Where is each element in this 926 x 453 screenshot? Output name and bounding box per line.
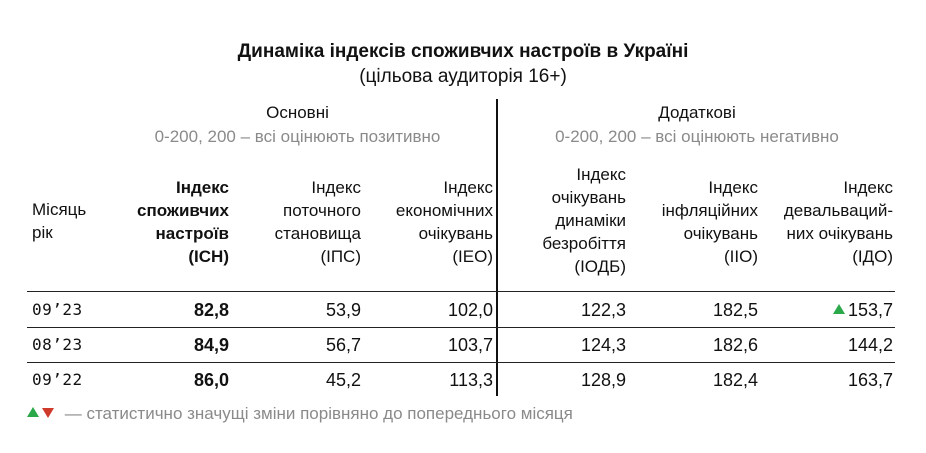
cell-iio: 182,5 — [712, 300, 758, 320]
up-triangle-icon — [27, 407, 39, 417]
col-header-ich: Індекс споживчих настроїв (ІСН) — [137, 178, 229, 266]
footnote-text: — статистично значущі зміни порівняно до… — [64, 404, 573, 423]
col-header-ido: Індекс девальваций- них очікувань (ІДО) — [783, 178, 893, 266]
col-header-month: Місяць рік — [32, 200, 87, 242]
cell-ieo: 113,3 — [449, 370, 493, 390]
col-header-iodb: Індекс очікувань динаміки безробіття (ІО… — [542, 165, 626, 276]
cell-ich: 82,8 — [193, 300, 229, 320]
col-header-ips: Індекс поточного становища (ІПС) — [274, 178, 361, 266]
cell-ich: 84,9 — [193, 335, 229, 355]
header-rule — [27, 291, 895, 292]
cell-ips: 53,9 — [325, 300, 361, 320]
row-rule — [27, 362, 895, 363]
table-title: Динаміка індексів споживчих настроїв в У… — [237, 41, 689, 62]
group-additional-header: Додаткові 0-200, 200 – всі оцінюють нега… — [508, 101, 886, 149]
row-month: 09’22 — [32, 370, 83, 389]
cell-ips: 56,7 — [325, 335, 361, 355]
cell-iio: 182,4 — [712, 370, 758, 390]
table-subtitle: (цільова аудиторія 16+) — [359, 66, 567, 87]
cell-iodb: 124,3 — [580, 335, 626, 355]
group-additional-range: 0-200, 200 – всі оцінюють негативно — [555, 127, 839, 146]
cell-ido: 153,7 — [794, 299, 893, 321]
row-rule — [27, 327, 895, 328]
cell-ips: 45,2 — [325, 370, 361, 390]
col-header-iio: Індекс інфляційних очікувань (ІІО) — [661, 178, 758, 266]
group-main-range: 0-200, 200 – всі оцінюють позитивно — [154, 127, 441, 146]
cell-iodb: 128,9 — [580, 370, 626, 390]
increase-triangle-icon — [832, 304, 845, 314]
cell-ieo: 102,0 — [447, 300, 493, 320]
group-additional-label: Додаткові — [658, 103, 736, 122]
cell-ido: 144,2 — [847, 335, 893, 355]
row-month: 08’23 — [32, 335, 83, 354]
cell-iodb: 122,3 — [580, 300, 626, 320]
cell-ieo: 103,7 — [447, 335, 493, 355]
footnote: — статистично значущі зміни порівняно до… — [27, 404, 573, 424]
cell-ich: 86,0 — [193, 370, 229, 390]
cell-ido: 163,7 — [847, 370, 893, 390]
col-header-ieo: Індекс економічних очікувань (ІЕО) — [395, 178, 493, 266]
cell-iio: 182,6 — [712, 335, 758, 355]
group-main-header: Основні 0-200, 200 – всі оцінюють позити… — [130, 101, 465, 149]
group-divider — [496, 99, 498, 396]
down-triangle-icon — [42, 408, 54, 418]
row-month: 09’23 — [32, 300, 83, 319]
group-main-label: Основні — [266, 103, 329, 122]
